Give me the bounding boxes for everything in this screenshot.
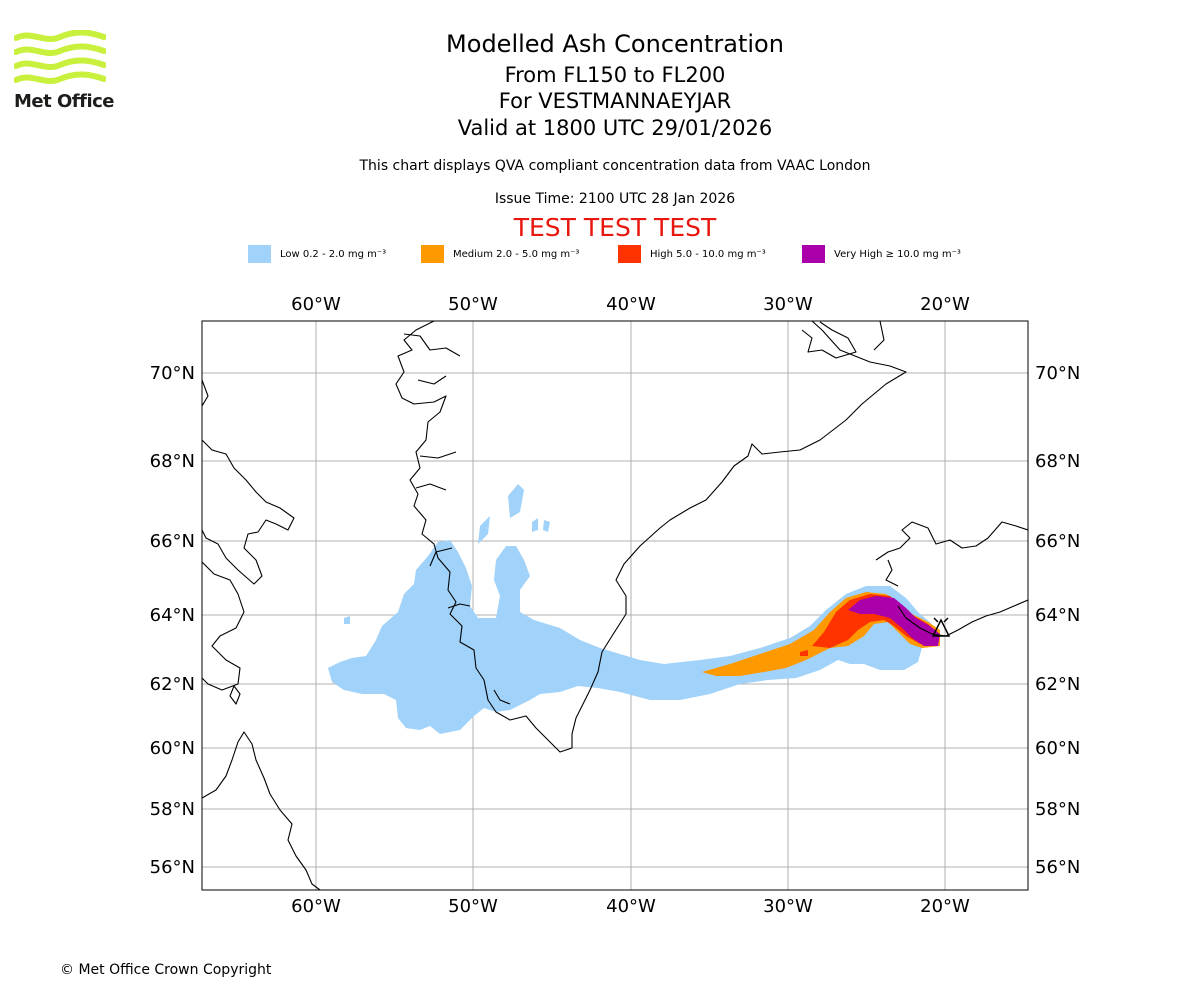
lat-tick-left-60n: 60°N [150, 738, 195, 759]
lat-tick-left-66n: 66°N [150, 531, 195, 552]
lat-tick-right-56n: 56°N [1035, 857, 1080, 878]
lat-tick-right-60n: 60°N [1035, 738, 1080, 759]
legend-item-very-high: Very High ≥ 10.0 mg m⁻³ [802, 244, 961, 264]
legend-swatch-high [618, 245, 641, 263]
test-warning: TEST TEST TEST [513, 213, 717, 242]
met-office-logo [14, 30, 106, 84]
legend-label-medium: Medium 2.0 - 5.0 mg m⁻³ [453, 248, 580, 260]
lon-tick-top-50w: 50°W [448, 294, 498, 315]
lat-tick-left-68n: 68°N [150, 451, 195, 472]
lat-tick-right-70n: 70°N [1035, 363, 1080, 384]
lon-tick-bottom-20w: 20°W [920, 896, 970, 917]
valid-time: Valid at 1800 UTC 29/01/2026 [457, 116, 773, 140]
ash-low-area [328, 484, 932, 734]
legend-swatch-medium [421, 245, 444, 263]
legend-item-high: High 5.0 - 10.0 mg m⁻³ [618, 244, 766, 264]
legend-item-low: Low 0.2 - 2.0 mg m⁻³ [248, 244, 386, 264]
issue-time: Issue Time: 2100 UTC 28 Jan 2026 [494, 191, 736, 207]
ash-high-area [800, 594, 936, 656]
lon-tick-bottom-60w: 60°W [291, 896, 341, 917]
lon-tick-top-30w: 30°W [763, 294, 813, 315]
lat-tick-right-58n: 58°N [1035, 799, 1080, 820]
lat-tick-right-68n: 68°N [1035, 451, 1080, 472]
legend-swatch-very-high [802, 245, 825, 263]
chart-description: This chart displays QVA compliant concen… [359, 158, 871, 174]
map-frame [201, 320, 1029, 891]
legend-label-low: Low 0.2 - 2.0 mg m⁻³ [280, 248, 387, 260]
lon-tick-top-20w: 20°W [920, 294, 970, 315]
legend-swatch-low [248, 245, 271, 263]
legend-label-very-high: Very High ≥ 10.0 mg m⁻³ [834, 248, 961, 260]
legend-label-high: High 5.0 - 10.0 mg m⁻³ [650, 248, 766, 260]
ash-very-high-area [848, 596, 940, 646]
lon-tick-top-60w: 60°W [291, 294, 341, 315]
chart-title: Modelled Ash Concentration [446, 30, 784, 58]
lat-tick-left-64n: 64°N [150, 605, 195, 626]
lon-tick-top-40w: 40°W [606, 294, 656, 315]
lat-tick-left-70n: 70°N [150, 363, 195, 384]
volcano-name: For VESTMANNAEYJAR [498, 89, 732, 113]
lat-tick-left-62n: 62°N [150, 674, 195, 695]
legend-item-medium: Medium 2.0 - 5.0 mg m⁻³ [421, 244, 579, 264]
lon-tick-bottom-40w: 40°W [606, 896, 656, 917]
lat-tick-right-62n: 62°N [1035, 674, 1080, 695]
lat-tick-left-58n: 58°N [150, 799, 195, 820]
flight-level-range: From FL150 to FL200 [504, 63, 726, 87]
lon-tick-bottom-30w: 30°W [763, 896, 813, 917]
lon-tick-bottom-50w: 50°W [448, 896, 498, 917]
lat-tick-left-56n: 56°N [150, 857, 195, 878]
met-office-logo-text: Met Office [14, 91, 115, 112]
volcano-triangle-icon [931, 617, 951, 637]
lat-tick-right-66n: 66°N [1035, 531, 1080, 552]
coastlines [202, 321, 1028, 890]
copyright-notice: © Met Office Crown Copyright [60, 962, 272, 978]
lat-tick-right-64n: 64°N [1035, 605, 1080, 626]
